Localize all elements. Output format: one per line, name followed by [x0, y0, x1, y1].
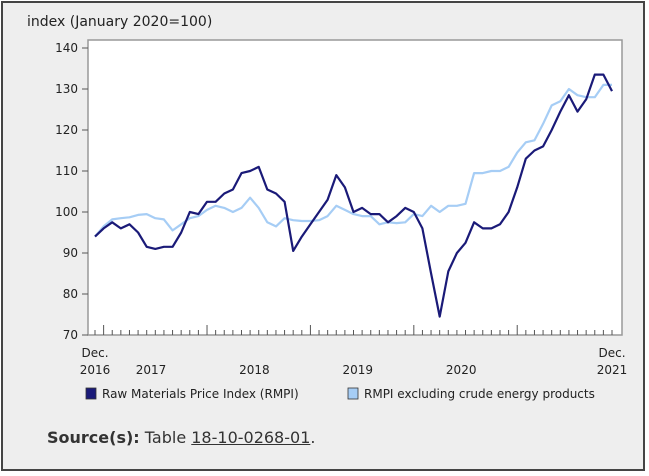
y-tick-label: 70	[63, 328, 78, 342]
y-tick-label: 100	[55, 205, 78, 219]
y-tick-label: 80	[63, 287, 78, 301]
y-axis-label: index (January 2020=100)	[27, 14, 212, 30]
x-tick-label-line1: Dec.	[81, 346, 108, 360]
y-tick-label: 130	[55, 82, 78, 96]
source-note: Source(s): Table 18-10-0268-01.	[47, 428, 315, 447]
plot-area	[87, 39, 623, 336]
x-tick-label-line1: Dec.	[598, 346, 625, 360]
source-prefix: Table	[144, 428, 187, 447]
x-tick-label: 2016	[80, 363, 111, 377]
x-tick-label: 2019	[343, 363, 374, 377]
legend-swatch	[347, 387, 359, 400]
y-tick-label: 110	[55, 164, 78, 178]
legend-label: Raw Materials Price Index (RMPI)	[102, 387, 299, 401]
x-tick-label: 2020	[446, 363, 477, 377]
x-tick-label: 2018	[239, 363, 270, 377]
y-tick-label: 120	[55, 123, 78, 137]
source-label: Source(s):	[47, 428, 140, 447]
x-tick-label: 2017	[136, 363, 167, 377]
legend-swatch	[85, 387, 97, 400]
x-tick-label: 2021	[597, 363, 628, 377]
source-table-link[interactable]: 18-10-0268-01	[191, 428, 311, 447]
series-line	[94, 73, 613, 318]
legend-label: RMPI excluding crude energy products	[364, 387, 595, 401]
source-suffix: .	[310, 428, 316, 447]
y-tick-label: 90	[63, 246, 78, 260]
y-tick-label: 140	[55, 41, 78, 55]
series-line	[94, 83, 612, 238]
